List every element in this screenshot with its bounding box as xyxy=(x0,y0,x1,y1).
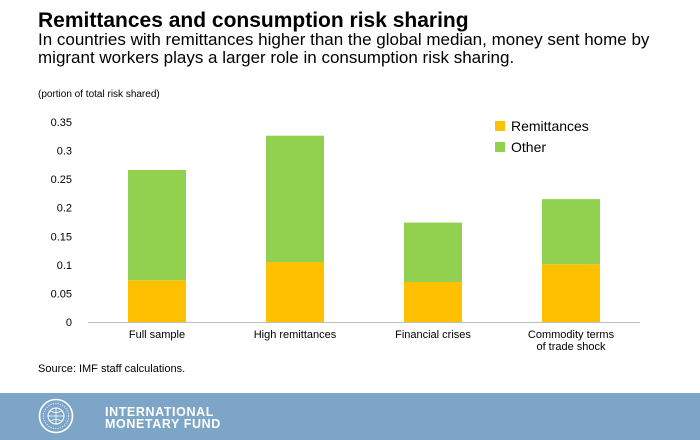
x-tick-label: Financial crises xyxy=(395,329,471,341)
y-tick-label: 0.3 xyxy=(57,146,72,158)
source-note: Source: IMF staff calculations. xyxy=(38,363,186,375)
y-tick-label: 0.1 xyxy=(57,260,72,272)
imf-seal-icon xyxy=(38,398,74,434)
y-tick-label: 0.2 xyxy=(57,203,72,215)
bar-remittances xyxy=(404,282,462,322)
x-tick-label: of trade shock xyxy=(536,341,606,353)
chart-subtitle: In countries with remittances higher tha… xyxy=(38,30,650,67)
x-tick-label: Full sample xyxy=(129,329,185,341)
legend-swatch-remittances xyxy=(495,121,505,131)
legend-label-remittances: Remittances xyxy=(511,118,589,134)
bar-other xyxy=(404,222,462,282)
bar-other xyxy=(542,199,600,265)
footer-banner: INTERNATIONAL MONETARY FUND xyxy=(0,393,700,440)
y-tick-label: 0 xyxy=(66,317,72,329)
bar-other xyxy=(266,135,324,262)
org-name-line1: INTERNATIONAL xyxy=(105,405,214,419)
org-name: INTERNATIONAL MONETARY FUND xyxy=(105,405,221,431)
y-tick-label: 0.15 xyxy=(51,231,72,243)
org-name-line2: MONETARY FUND xyxy=(105,417,221,431)
y-tick-label: 0.25 xyxy=(51,174,72,186)
unit-note: (portion of total risk shared) xyxy=(38,89,160,100)
stacked-bar-chart: 0 0.05 0.1 0.15 0.2 0.25 0.3 0.35 Full sample Hig… xyxy=(51,117,640,353)
bar-remittances xyxy=(266,262,324,322)
y-tick-label: 0.05 xyxy=(51,288,72,300)
bar-other xyxy=(128,170,186,281)
chart-title: Remittances and consumption risk sharing xyxy=(38,9,469,32)
bar-remittances xyxy=(128,280,186,322)
x-tick-label: High remittances xyxy=(254,329,337,341)
bar-remittances xyxy=(542,264,600,322)
x-tick-label: Commodity terms xyxy=(528,329,615,341)
legend-label-other: Other xyxy=(511,139,546,155)
legend-swatch-other xyxy=(495,142,505,152)
y-tick-label: 0.35 xyxy=(51,117,72,129)
